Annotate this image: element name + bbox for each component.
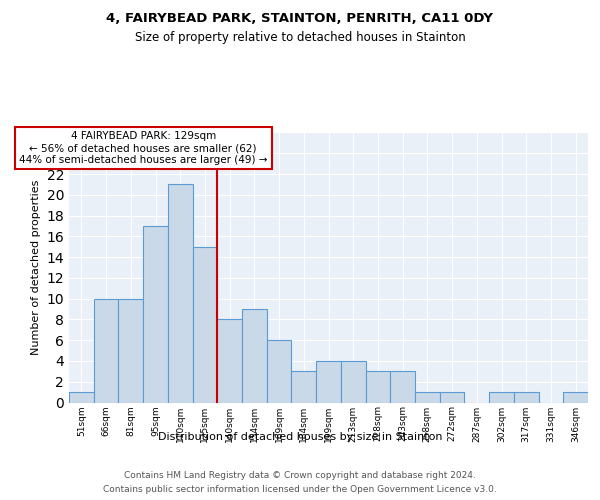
Bar: [489, 392, 514, 402]
Bar: [514, 392, 539, 402]
Bar: [316, 361, 341, 403]
Bar: [193, 246, 217, 402]
Bar: [94, 298, 118, 403]
Y-axis label: Number of detached properties: Number of detached properties: [31, 180, 41, 355]
Bar: [217, 320, 242, 402]
Bar: [341, 361, 365, 403]
Bar: [118, 298, 143, 403]
Bar: [242, 309, 267, 402]
Text: Contains HM Land Registry data © Crown copyright and database right 2024.: Contains HM Land Registry data © Crown c…: [124, 471, 476, 480]
Bar: [440, 392, 464, 402]
Text: 4, FAIRYBEAD PARK, STAINTON, PENRITH, CA11 0DY: 4, FAIRYBEAD PARK, STAINTON, PENRITH, CA…: [107, 12, 493, 26]
Bar: [69, 392, 94, 402]
Bar: [365, 372, 390, 402]
Bar: [415, 392, 440, 402]
Bar: [390, 372, 415, 402]
Bar: [168, 184, 193, 402]
Text: Distribution of detached houses by size in Stainton: Distribution of detached houses by size …: [158, 432, 442, 442]
Text: 4 FAIRYBEAD PARK: 129sqm
← 56% of detached houses are smaller (62)
44% of semi-d: 4 FAIRYBEAD PARK: 129sqm ← 56% of detach…: [19, 132, 268, 164]
Text: Contains public sector information licensed under the Open Government Licence v3: Contains public sector information licen…: [103, 485, 497, 494]
Bar: [563, 392, 588, 402]
Bar: [292, 372, 316, 402]
Text: Size of property relative to detached houses in Stainton: Size of property relative to detached ho…: [134, 31, 466, 44]
Bar: [143, 226, 168, 402]
Bar: [267, 340, 292, 402]
